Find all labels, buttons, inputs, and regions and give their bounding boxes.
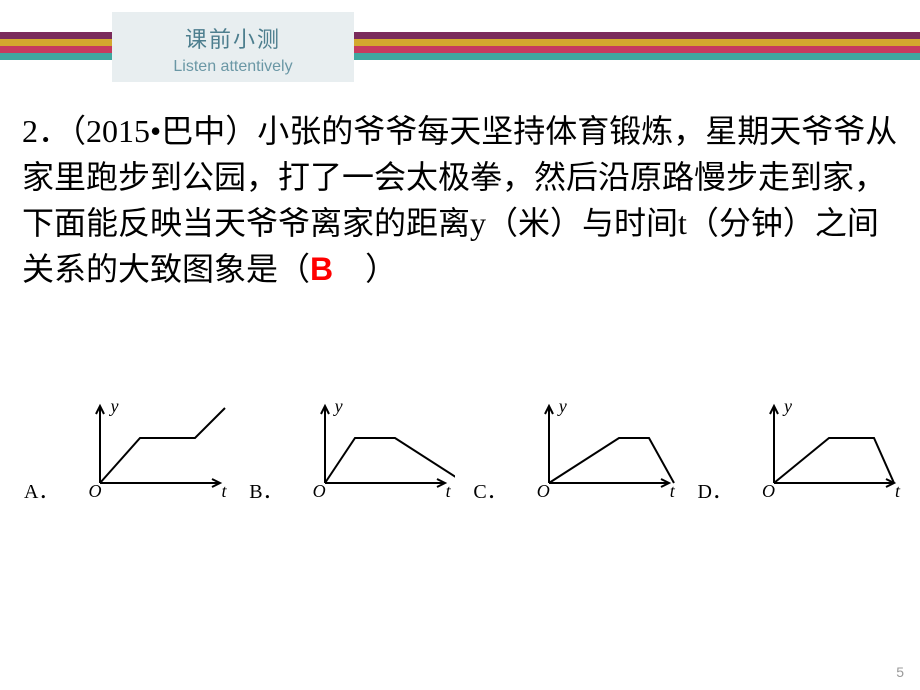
graph-d: y O t: [734, 398, 904, 508]
axis-y-label-c: y: [559, 396, 567, 417]
graph-d-svg: [734, 398, 904, 508]
choice-label-a: A．: [24, 475, 58, 508]
axis-x-label-b: t: [446, 481, 451, 502]
axis-o-label-d: O: [762, 481, 775, 502]
axis-y-label-a: y: [110, 396, 118, 417]
axis-o-label-a: O: [88, 481, 101, 502]
choice-d: D． y O t: [698, 398, 904, 508]
axis-x-label-a: t: [221, 481, 226, 502]
axis-x-label-d: t: [895, 481, 900, 502]
choice-a: A． y O t: [24, 398, 230, 508]
question-body-2: ）: [333, 251, 397, 287]
choice-label-b: B．: [249, 475, 282, 508]
axis-o-label-b: O: [313, 481, 326, 502]
question-source: （2015•巴中）: [70, 113, 257, 149]
choice-label-d: D．: [698, 475, 732, 508]
choice-label-c: C．: [473, 475, 506, 508]
choice-b: B． y O t: [249, 398, 454, 508]
axis-y-label-b: y: [335, 396, 343, 417]
graph-b: y O t: [285, 398, 455, 508]
question-number: 2．: [22, 113, 70, 149]
graph-a: y O t: [60, 398, 230, 508]
page-number: 5: [896, 664, 904, 680]
question-text: 2．（2015•巴中）小张的爷爷每天坚持体育锻炼，星期天爷爷从家里跑步到公园，打…: [22, 108, 898, 292]
graph-a-svg: [60, 398, 230, 508]
graph-c: y O t: [509, 398, 679, 508]
header-tab: 课前小测 Listen attentively: [112, 12, 354, 82]
header-title: 课前小测: [112, 22, 354, 54]
question-answer: B: [310, 251, 333, 287]
axis-o-label-c: O: [537, 481, 550, 502]
choices-row: A． y O t B． y O t C． y O t D． y O t: [24, 398, 904, 508]
graph-b-svg: [285, 398, 455, 508]
axis-y-label-d: y: [784, 396, 792, 417]
axis-x-label-c: t: [670, 481, 675, 502]
graph-c-svg: [509, 398, 679, 508]
header-subtitle: Listen attentively: [112, 58, 354, 76]
choice-c: C． y O t: [473, 398, 678, 508]
